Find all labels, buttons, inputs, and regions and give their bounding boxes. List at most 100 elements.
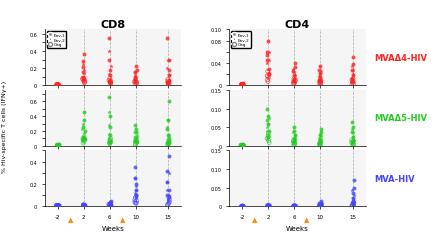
Point — [55, 83, 62, 87]
Point — [290, 136, 297, 140]
Point — [54, 144, 62, 148]
Point — [164, 37, 171, 41]
Point — [290, 77, 297, 81]
Point — [292, 80, 299, 84]
Text: ▲: ▲ — [252, 217, 258, 223]
Point — [132, 74, 139, 78]
Point — [133, 188, 140, 192]
Point — [79, 62, 87, 67]
Point — [54, 204, 61, 208]
Point — [107, 133, 114, 137]
Point — [54, 83, 61, 87]
Point — [81, 204, 88, 208]
Point — [164, 80, 171, 84]
Point — [264, 76, 272, 80]
Point — [79, 128, 86, 132]
Point — [132, 184, 139, 188]
Point — [265, 204, 273, 208]
Point — [54, 204, 61, 208]
Point — [316, 204, 323, 208]
Point — [131, 71, 138, 75]
Point — [349, 197, 356, 201]
Point — [350, 202, 357, 206]
Point — [80, 135, 87, 139]
Point — [54, 144, 61, 148]
Point — [289, 130, 297, 134]
Point — [165, 140, 173, 144]
Point — [54, 83, 62, 87]
Point — [239, 82, 246, 86]
Point — [164, 82, 171, 86]
Point — [348, 81, 355, 85]
Point — [165, 141, 172, 145]
Point — [264, 204, 272, 208]
Point — [318, 203, 325, 207]
Point — [80, 135, 87, 139]
Point — [237, 144, 244, 148]
Point — [348, 204, 355, 208]
Point — [55, 144, 62, 148]
Point — [105, 50, 112, 54]
Point — [240, 143, 247, 147]
Point — [165, 141, 172, 145]
Point — [266, 141, 273, 145]
Point — [240, 204, 247, 208]
Point — [106, 123, 113, 128]
Point — [54, 204, 61, 208]
Point — [79, 135, 87, 139]
Point — [107, 77, 114, 81]
Point — [316, 139, 323, 143]
Point — [318, 140, 325, 144]
Point — [107, 82, 114, 86]
Point — [54, 83, 62, 87]
Point — [316, 81, 323, 85]
Point — [349, 199, 356, 203]
Point — [350, 203, 357, 207]
Point — [105, 202, 112, 206]
Point — [239, 82, 246, 86]
Point — [54, 144, 61, 148]
Point — [292, 204, 299, 208]
Point — [350, 186, 357, 190]
Point — [239, 204, 246, 208]
Point — [238, 143, 245, 147]
Point — [291, 80, 298, 84]
Point — [106, 133, 113, 137]
X-axis label: Weeks: Weeks — [102, 225, 124, 231]
Point — [105, 111, 112, 115]
Point — [165, 81, 172, 85]
Point — [54, 144, 61, 148]
Point — [316, 204, 323, 208]
Point — [53, 204, 60, 208]
Point — [106, 201, 113, 205]
Point — [290, 204, 297, 208]
Point — [264, 39, 271, 43]
Point — [107, 201, 114, 205]
Point — [265, 59, 273, 63]
Point — [53, 204, 60, 208]
Point — [318, 202, 325, 206]
Point — [264, 137, 271, 141]
Point — [238, 204, 245, 208]
Point — [79, 60, 87, 64]
Point — [317, 204, 324, 208]
Point — [133, 199, 140, 203]
Point — [166, 194, 173, 198]
Point — [81, 137, 88, 141]
Point — [55, 144, 62, 148]
Point — [133, 135, 140, 139]
Point — [317, 80, 324, 84]
Point — [289, 141, 297, 145]
Point — [106, 202, 113, 206]
Point — [316, 133, 323, 137]
Point — [79, 202, 87, 206]
Point — [107, 65, 114, 69]
Point — [131, 191, 138, 195]
Point — [132, 194, 140, 198]
Point — [164, 67, 171, 71]
Point — [289, 204, 297, 208]
Point — [79, 141, 87, 145]
Point — [55, 204, 62, 208]
Point — [290, 204, 297, 208]
Point — [317, 203, 324, 207]
